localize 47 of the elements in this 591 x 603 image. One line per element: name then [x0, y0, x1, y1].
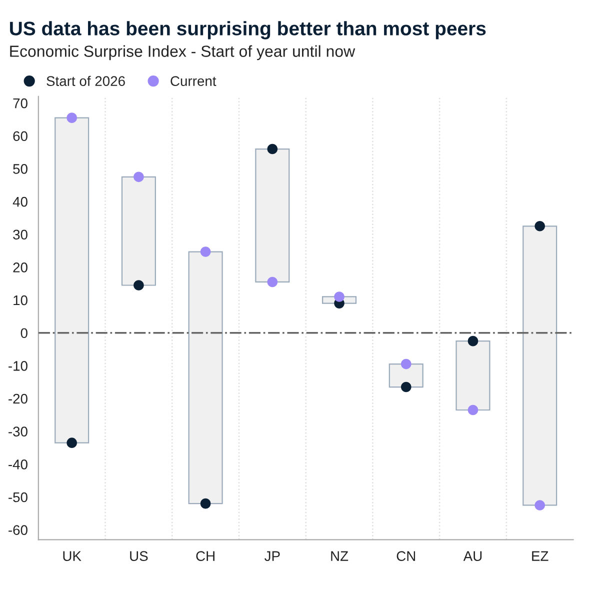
- x-tick-label: CN: [396, 551, 416, 561]
- point: [267, 144, 278, 154]
- y-tick-label: 70: [13, 98, 28, 108]
- bar: [121, 176, 156, 286]
- point: [534, 500, 545, 510]
- point: [200, 498, 211, 509]
- point: [400, 382, 412, 392]
- bar: [522, 226, 558, 506]
- point: [134, 280, 144, 290]
- y-tick-label: 10: [14, 295, 28, 306]
- y-tick-label: -60: [8, 525, 28, 536]
- chart-subtitle: Economic Surprise Index - Start of year until now: [10, 45, 356, 60]
- chart-title: US data has been surprising better than most peers: [10, 21, 486, 40]
- x-tick-label: UK: [63, 551, 82, 561]
- y-tick-label: -20: [8, 394, 28, 404]
- y-tick-label: 50: [13, 164, 28, 174]
- legend-label: Start of 2026: [46, 76, 125, 86]
- bar: [456, 340, 490, 411]
- point: [400, 358, 412, 370]
- x-tick-label: CH: [196, 551, 214, 561]
- point: [534, 221, 545, 232]
- x-tick-label: JP: [264, 551, 280, 561]
- y-tick-label: 0: [20, 328, 28, 338]
- legend-label: Current: [170, 76, 216, 86]
- y-tick-label: 40: [12, 196, 28, 207]
- x-tick-label: US: [130, 551, 148, 561]
- x-tick-label: EZ: [532, 551, 548, 561]
- y-tick-label: 20: [13, 262, 28, 272]
- y-tick-label: -30: [8, 426, 28, 437]
- y-tick-label: 30: [13, 230, 28, 240]
- point: [66, 438, 77, 448]
- point: [66, 112, 77, 123]
- y-tick-label: 60: [13, 131, 28, 142]
- point: [200, 246, 211, 257]
- point: [134, 172, 144, 182]
- bar: [255, 148, 290, 283]
- bar: [54, 117, 90, 444]
- x-tick-label: NZ: [331, 551, 348, 561]
- point: [267, 276, 278, 288]
- point: [468, 336, 478, 346]
- y-tick-label: -40: [8, 460, 28, 470]
- bar: [188, 251, 223, 504]
- point: [468, 404, 478, 416]
- y-tick-label: -50: [8, 492, 28, 502]
- y-tick-label: -10: [8, 361, 28, 371]
- x-tick-label: AU: [463, 551, 482, 561]
- point: [334, 292, 344, 302]
